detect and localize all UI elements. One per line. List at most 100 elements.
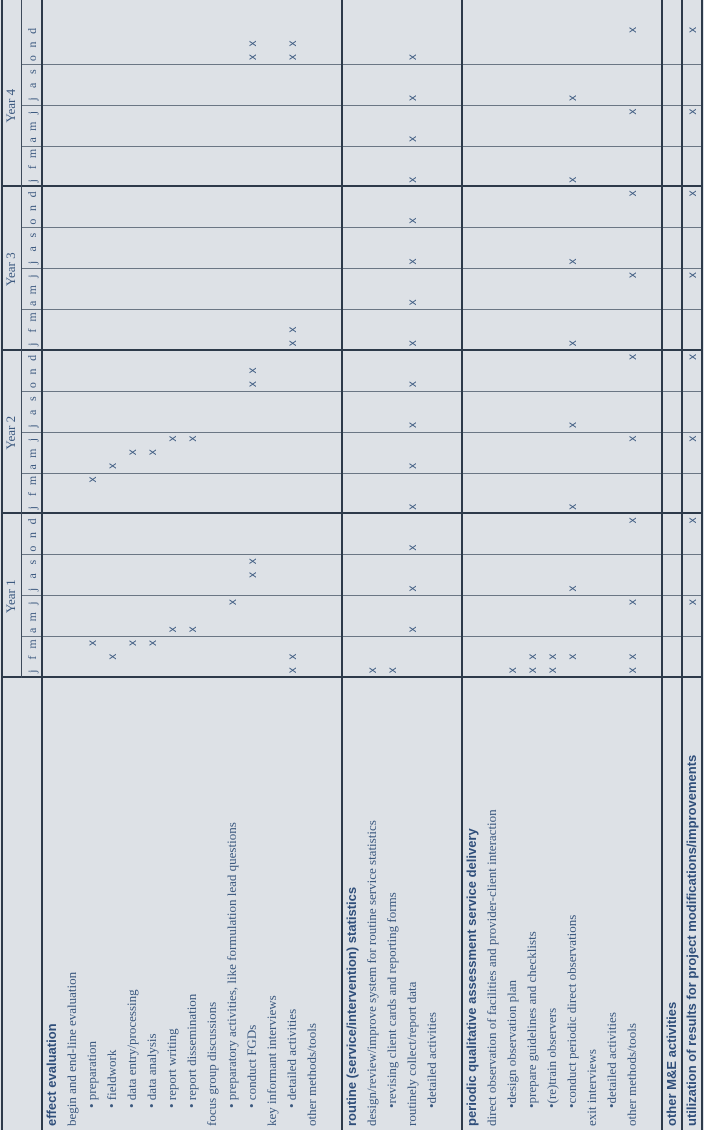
x-mark: x [685,26,699,33]
quarter-divider [21,309,701,311]
month-letter: f [25,165,39,170]
x-mark: x [245,558,259,565]
x-mark: x [145,639,159,646]
activity-label: •conduct periodic direct observations [564,914,579,1108]
activity-label: other M&E activities [664,1001,679,1126]
x-mark: x [145,449,159,456]
x-mark: x [565,653,579,660]
year-header: Year 3 [3,252,18,287]
activity-label: effect evaluation [44,1023,59,1126]
month-letter: o [25,382,39,389]
month-letter: n [25,368,39,375]
x-mark: x [625,517,639,524]
x-mark: x [685,353,699,360]
month-letter: m [25,639,39,649]
x-mark: x [525,653,539,660]
x-mark: x [125,639,139,646]
month-letter: j [25,110,39,115]
x-mark: x [625,190,639,197]
month-letter: m [25,148,39,159]
activity-label: exit interviews [584,1049,599,1126]
x-mark: x [285,326,299,333]
x-mark: x [625,667,639,674]
x-mark: x [565,503,579,510]
x-mark: x [405,135,419,142]
year-header: Year 4 [3,88,18,123]
x-mark: x [405,94,419,101]
x-mark: x [685,435,699,442]
activity-label: utilization of results for project modif… [684,754,699,1126]
quarter-divider [21,104,701,106]
month-letter: j [25,179,39,183]
x-mark: x [625,599,639,606]
x-mark: x [405,217,419,224]
x-mark: x [625,108,639,115]
x-mark: x [565,421,579,428]
x-mark: x [625,353,639,360]
x-mark: x [245,54,259,61]
month-letter: f [25,328,39,333]
x-mark: x [565,340,579,347]
x-mark: x [165,435,179,442]
section-divider [661,0,663,1130]
x-mark: x [525,667,539,674]
x-mark: x [565,258,579,265]
year-divider [1,349,701,351]
x-mark: x [405,381,419,388]
month-letter: f [25,492,39,497]
month-letter: n [25,204,39,211]
activity-label: key informant interviews [264,995,279,1126]
month-letter: m [25,448,39,458]
x-mark: x [285,40,299,47]
x-mark: x [405,340,419,347]
x-mark: x [685,108,699,115]
activity-label: •(re)train observers [544,1007,559,1108]
x-mark: x [405,462,419,469]
quarter-divider [21,554,701,556]
activity-label: • data entry/processing [124,989,139,1108]
x-mark: x [405,54,419,61]
month-letter: d [25,518,39,525]
activity-label: • report dissemination [184,993,199,1108]
activity-label: • fieldwork [104,1049,119,1108]
x-mark: x [245,40,259,47]
month-letter: f [25,655,39,660]
activity-label: other methods/tools [304,1023,319,1126]
activity-label: •revising client cards and reporting for… [384,892,399,1108]
x-mark: x [245,381,259,388]
month-letter: a [25,573,39,579]
month-letter: o [25,55,39,62]
activity-label: other methods/tools [624,1023,639,1126]
year-header: Year 2 [3,415,18,450]
month-letter: j [25,274,39,278]
activity-label: direct observation of facilities and pro… [484,809,499,1126]
x-mark: x [405,299,419,306]
x-mark: x [565,585,579,592]
quarter-divider [21,145,701,147]
x-mark: x [405,544,419,551]
activity-label: • detailed activities [284,1008,299,1108]
month-letter: m [25,121,39,131]
month-letter: s [25,232,39,238]
activity-label: routine (service/intervention) statistic… [344,886,359,1126]
x-mark: x [365,667,379,674]
activity-label: focus group discussions [204,1001,219,1126]
month-letter: a [25,137,39,143]
activity-label: • data analysis [144,1033,159,1108]
x-mark: x [625,26,639,33]
x-mark: x [405,421,419,428]
x-mark: x [405,503,419,510]
month-letter: a [25,409,39,415]
x-mark: x [245,367,259,374]
x-mark: x [185,626,199,633]
month-letter: j [25,587,39,592]
month-letter: o [25,545,39,552]
x-mark: x [405,176,419,183]
x-mark: x [545,653,559,660]
month-letter: o [25,218,39,225]
x-mark: x [185,435,199,442]
month-letter: j [25,437,39,442]
month-letter: d [25,354,39,361]
month-letter: s [25,559,39,565]
